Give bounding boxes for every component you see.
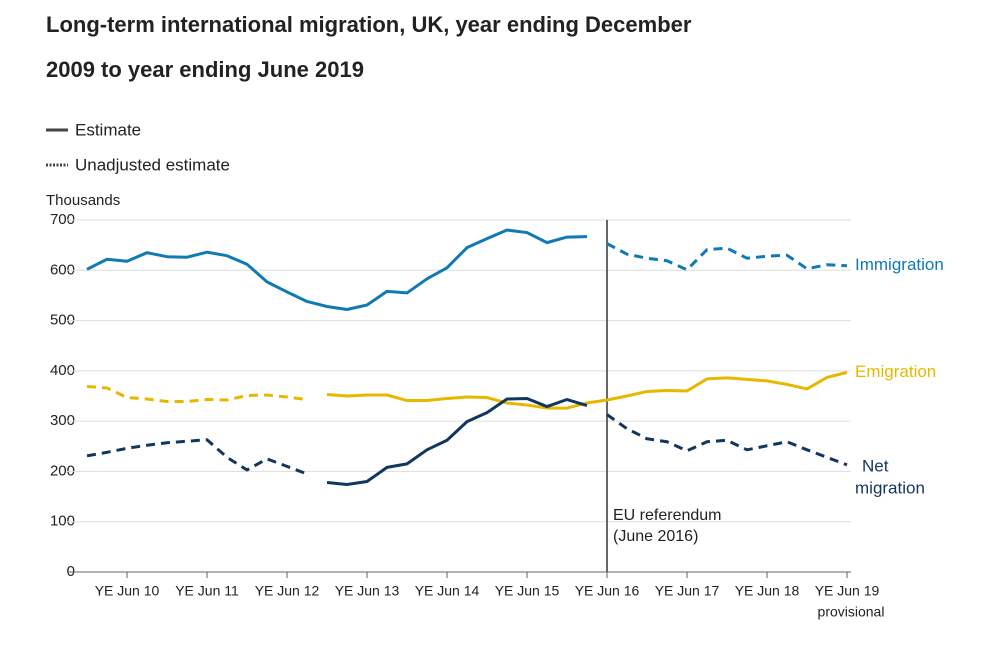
legend-label: Estimate bbox=[75, 120, 141, 139]
y-tick-label: 400 bbox=[50, 362, 75, 379]
x-tick-label: YE Jun 16 bbox=[575, 583, 640, 599]
x-tick-label: YE Jun 12 bbox=[255, 583, 320, 599]
y-axis-label: Thousands bbox=[46, 192, 120, 209]
chart-title: 2009 to year ending June 2019 bbox=[46, 57, 364, 82]
y-tick-label: 600 bbox=[50, 261, 75, 278]
y-tick-label: 700 bbox=[50, 211, 75, 228]
x-tick-label: YE Jun 13 bbox=[335, 583, 400, 599]
series-label: Immigration bbox=[855, 255, 944, 274]
line bbox=[606, 242, 848, 272]
y-tick-label: 100 bbox=[50, 513, 75, 530]
line bbox=[86, 413, 848, 476]
y-tick-label: 500 bbox=[50, 312, 75, 329]
x-tick-label: YE Jun 10 bbox=[95, 583, 160, 599]
line bbox=[326, 370, 848, 410]
annotation: (June 2016) bbox=[613, 528, 698, 545]
x-tick-label: YE Jun 18 bbox=[735, 583, 800, 599]
y-tick-label: 200 bbox=[50, 462, 75, 479]
series-label: Net bbox=[862, 456, 889, 475]
legend-label: Unadjusted estimate bbox=[75, 155, 230, 174]
x-tick-note: provisional bbox=[818, 604, 885, 620]
x-tick-label: YE Jun 14 bbox=[415, 583, 480, 599]
series-label: migration bbox=[855, 478, 925, 497]
line bbox=[326, 397, 588, 487]
y-tick-label: 300 bbox=[50, 412, 75, 429]
line bbox=[86, 384, 308, 404]
series-label: Emigration bbox=[855, 362, 936, 381]
x-tick-label: YE Jun 19 bbox=[815, 583, 880, 599]
chart-title: Long-term international migration, UK, y… bbox=[46, 12, 692, 37]
x-tick-label: YE Jun 15 bbox=[495, 583, 560, 599]
y-tick-label: 0 bbox=[67, 563, 75, 580]
x-tick-label: YE Jun 11 bbox=[175, 583, 239, 599]
line bbox=[86, 228, 588, 312]
annotation: EU referendum bbox=[613, 507, 722, 524]
x-tick-label: YE Jun 17 bbox=[655, 583, 720, 599]
